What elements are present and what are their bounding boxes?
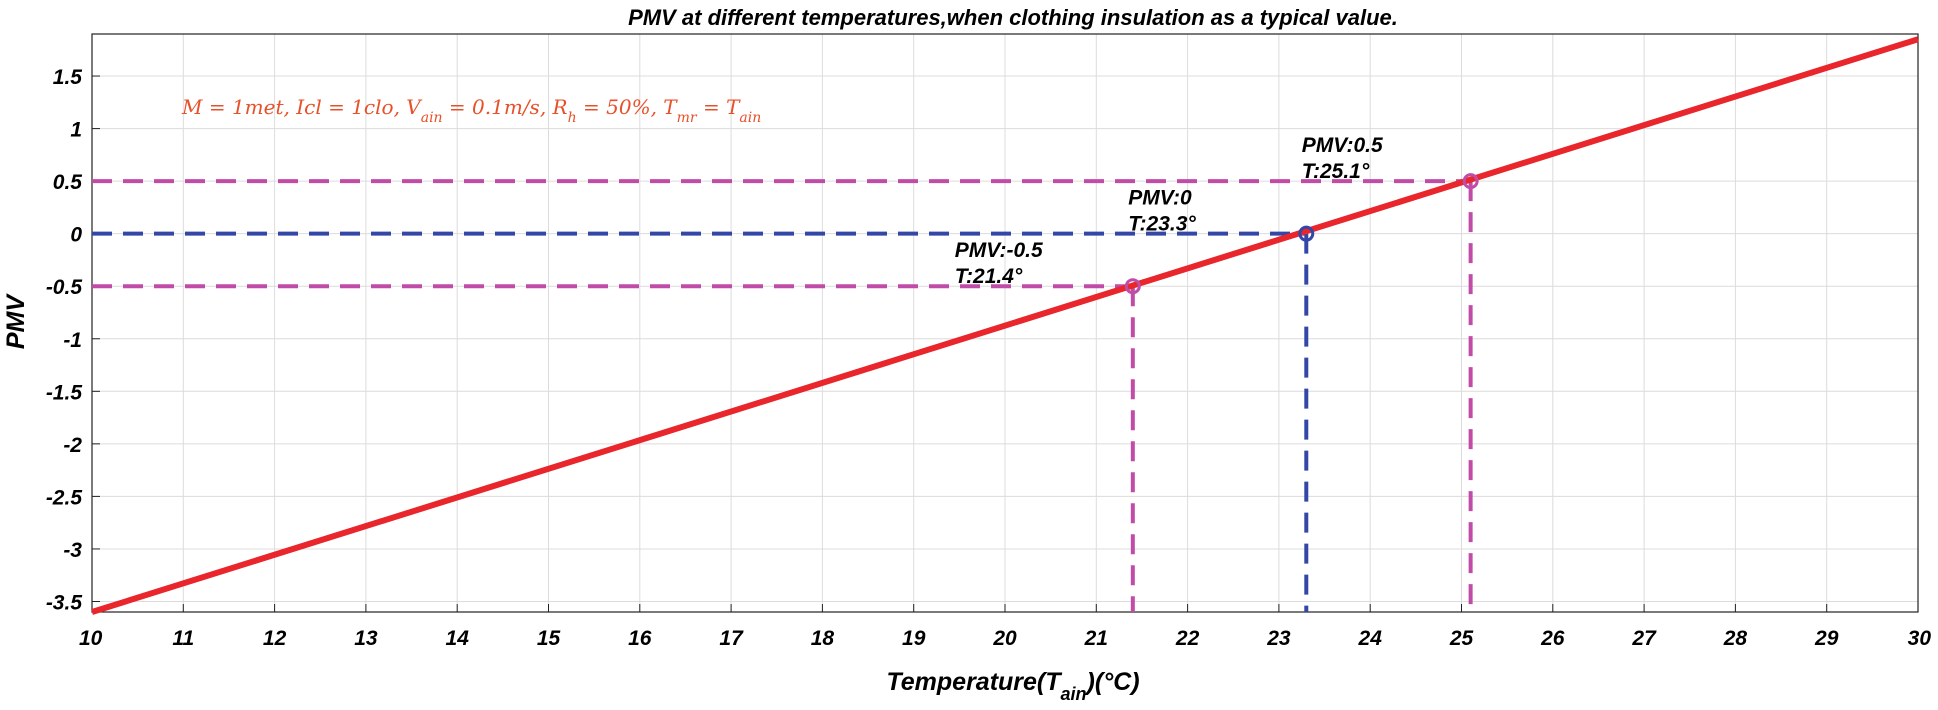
x-tick-label-7: 17 (719, 627, 744, 650)
y-tick-label-9: -3 (63, 539, 82, 562)
x-tick-label-20: 30 (1908, 627, 1932, 650)
chart-title: PMV at different temperatures,when cloth… (628, 5, 1398, 30)
x-tick-label-12: 22 (1175, 627, 1200, 650)
x-tick-label-6: 16 (628, 627, 652, 650)
annotation-temp-0: T:21.4° (955, 265, 1023, 288)
x-tick-label-15: 25 (1449, 627, 1474, 650)
annotation-pmv-0: PMV:-0.5 (955, 239, 1043, 262)
x-tick-label-4: 14 (446, 627, 470, 650)
annotation-pmv-2: PMV:0.5 (1302, 134, 1383, 157)
x-axis-label-prefix: Temperature(T (886, 668, 1063, 696)
y-tick-label-10: -3.5 (46, 591, 83, 614)
x-axis-label: Temperature(Tain)(°C) (886, 668, 1139, 704)
x-tick-label-3: 13 (354, 627, 378, 650)
formula-annotation: M = 1met, Icl = 1clo, Vain = 0.1m/s, Rh … (181, 95, 761, 126)
x-tick-label-13: 23 (1266, 627, 1291, 650)
x-tick-label-19: 29 (1814, 627, 1839, 650)
ref-point-marker-1 (1298, 225, 1315, 242)
formula-m: M = 1met, Icl = 1clo, V (181, 95, 423, 119)
formula-v-sub: ain (421, 110, 443, 126)
y-tick-label-8: -2.5 (46, 486, 83, 509)
x-tick-label-9: 19 (902, 627, 926, 650)
x-tick-label-17: 27 (1631, 627, 1657, 650)
formula-r-sub: h (568, 110, 577, 126)
x-tick-label-8: 18 (811, 627, 835, 650)
y-tick-label-6: -1.5 (46, 381, 83, 404)
x-tick-label-18: 28 (1723, 627, 1748, 650)
x-tick-label-2: 12 (263, 627, 287, 650)
y-tick-label-7: -2 (63, 434, 82, 457)
y-tick-label-1: 1 (70, 119, 82, 142)
x-tick-label-10: 20 (992, 627, 1017, 650)
annotation-temp-2: T:25.1° (1302, 160, 1370, 183)
formula-t: = T (697, 95, 741, 119)
x-tick-label-11: 21 (1084, 627, 1108, 650)
formula-tain-sub: ain (739, 110, 761, 126)
y-tick-label-4: -0.5 (46, 276, 83, 299)
formula-r: = 50%, T (577, 95, 679, 119)
y-tick-label-2: 0.5 (53, 171, 83, 194)
formula-v: = 0.1m/s, R (443, 95, 568, 119)
x-tick-label-14: 24 (1358, 627, 1383, 650)
series-line-0 (91, 36, 1919, 615)
x-tick-label-5: 15 (537, 627, 561, 650)
x-axis-label-suffix: )(°C) (1084, 668, 1140, 696)
y-tick-label-3: 0 (70, 224, 82, 247)
annotation-pmv-1: PMV:0 (1128, 187, 1192, 210)
y-tick-label-0: 1.5 (53, 66, 83, 89)
y-tick-label-5: -1 (63, 329, 82, 352)
formula-tmr-sub: mr (677, 110, 698, 126)
annotation-temp-1: T:23.3° (1128, 213, 1196, 236)
x-tick-label-16: 26 (1540, 627, 1565, 650)
y-axis-label: PMV (2, 293, 30, 350)
ref-point-marker-2 (1462, 173, 1479, 190)
x-tick-label-0: 10 (79, 627, 103, 650)
ref-point-marker-0 (1124, 278, 1141, 295)
x-tick-label-1: 11 (172, 627, 194, 650)
x-axis-label-subscript: ain (1061, 684, 1087, 704)
